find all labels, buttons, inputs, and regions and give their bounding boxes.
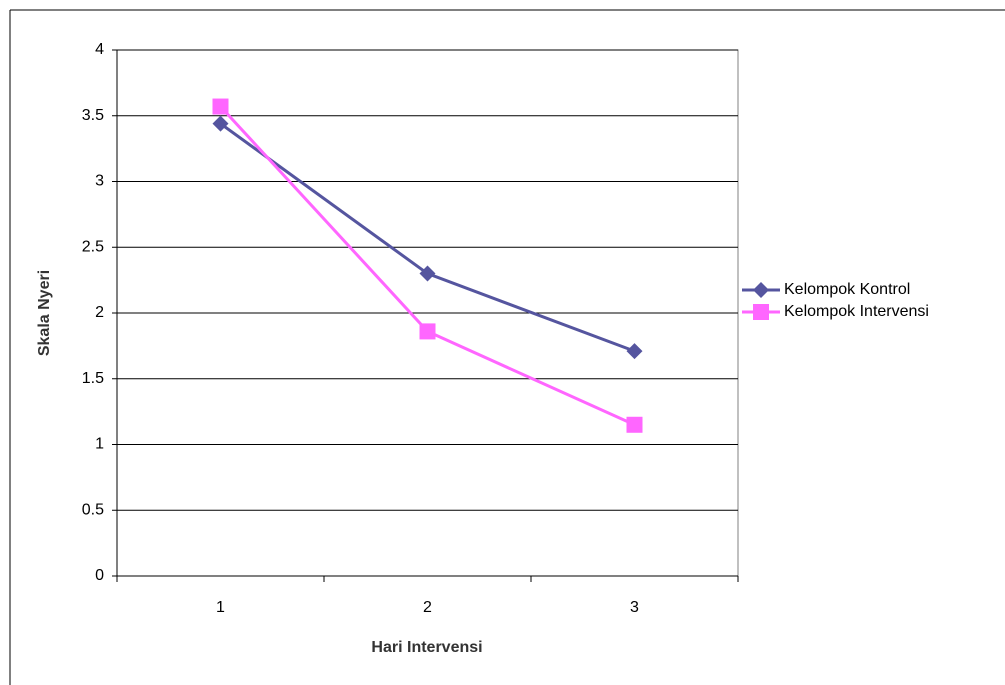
- y-tick-label: 0: [95, 567, 104, 584]
- y-axis-title: Skala Nyeri: [36, 270, 53, 356]
- y-tick-label: 1.5: [82, 370, 104, 387]
- chart: Hari Intervensi Skala Nyeri 0 0.5 1 1.5 2 2.5…: [0, 0, 1005, 685]
- y-tick-label: 2.5: [82, 238, 104, 255]
- legend-marker: [753, 304, 769, 320]
- y-tick-label: 4: [95, 41, 104, 58]
- y-tick-label: 3.5: [82, 107, 104, 124]
- x-tick-label: 2: [423, 599, 432, 616]
- legend-label: Kelompok Intervensi: [784, 303, 929, 320]
- data-point: [627, 417, 643, 433]
- data-point: [420, 323, 436, 339]
- background: [0, 0, 1005, 685]
- data-point: [213, 99, 229, 115]
- y-tick-label: 1: [95, 436, 104, 453]
- legend-label: Kelompok Kontrol: [784, 281, 910, 298]
- x-tick-label: 3: [630, 599, 639, 616]
- y-tick-label: 3: [95, 173, 104, 190]
- y-tick-label: 2: [95, 304, 104, 321]
- y-tick-label: 0.5: [82, 501, 104, 518]
- x-tick-label: 1: [216, 599, 225, 616]
- x-axis-title: Hari Intervensi: [371, 639, 482, 656]
